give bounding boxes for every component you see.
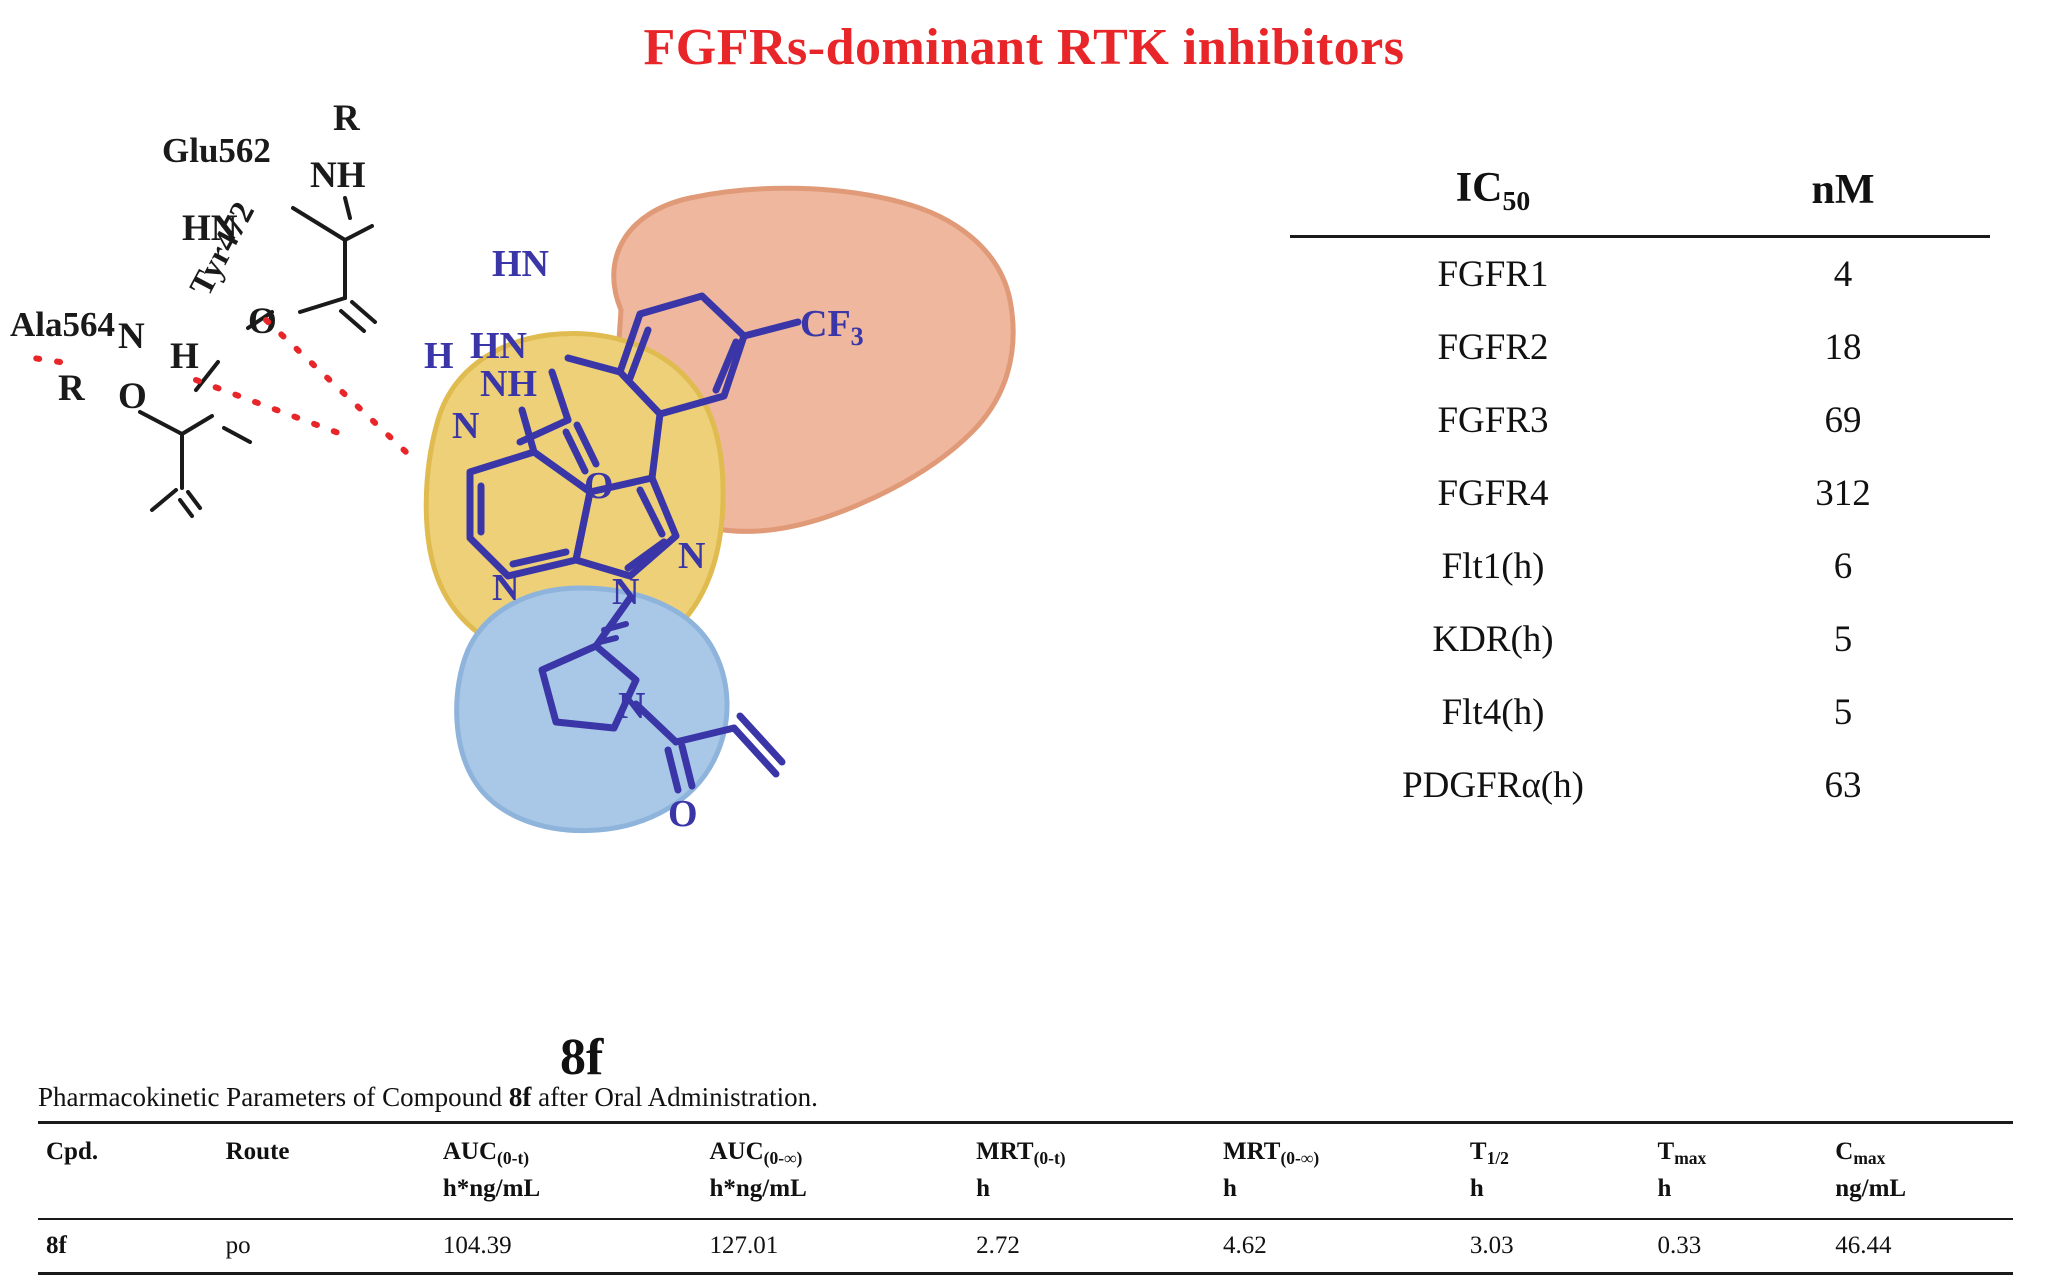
- ic50-header-param-sub: 50: [1502, 184, 1531, 216]
- pk-header-row: Cpd. Route AUC(0-t) h*ng/mL AUC(0-∞) h*n…: [38, 1122, 2013, 1219]
- pk-cell-t-max: 0.33: [1657, 1231, 1702, 1259]
- table-row: PDGFRα(h) 63: [1290, 749, 1990, 822]
- ic50-analyte: FGFR3: [1437, 399, 1549, 441]
- compound-label: 8f: [560, 1029, 604, 1086]
- atom-label-N-pyrrolidine: N: [618, 685, 645, 727]
- pk-header-auc-0inf: AUC(0-∞) h*ng/mL: [709, 1138, 807, 1203]
- table-row: 8f po 104.39 127.01 2.72 4.62 3.03 0.33 …: [38, 1219, 2013, 1274]
- pk-header-route: Route: [225, 1138, 290, 1165]
- table-row: FGFR1 4: [1290, 236, 1990, 311]
- page-title: FGFRs-dominant RTK inhibitors: [643, 19, 1405, 76]
- ic50-value: 5: [1833, 618, 1853, 660]
- table-row: FGFR3 69: [1290, 384, 1990, 457]
- ic50-analyte: Flt4(h): [1441, 691, 1545, 733]
- hydrogen-bonds: [17, 317, 409, 455]
- pk-cell-auc-0inf: 127.01: [709, 1231, 779, 1259]
- atom-label-O-acryloyl: O: [668, 793, 698, 835]
- ic50-header-param: IC50: [1455, 165, 1531, 216]
- atom-label-H-ala: H: [170, 336, 199, 377]
- ligand-atom-labels: H NH N N N N HN HN O CF3 N O: [424, 243, 864, 835]
- ic50-table-body: FGFR1 4 FGFR2 18 FGFR3 69 FGFR4 312 Flt1…: [1290, 236, 1990, 822]
- atom-label-NH-ligand: NH: [480, 363, 537, 405]
- residue-label-glu562: Glu562: [162, 131, 271, 170]
- pk-caption-compound: 8f: [508, 1082, 532, 1112]
- ic50-value: 5: [1833, 691, 1853, 733]
- ligand-skeleton: [466, 292, 802, 794]
- atom-label-R-ala: R: [58, 368, 86, 409]
- ic50-value: 18: [1824, 326, 1862, 368]
- pk-cell-auc-0t: 104.39: [442, 1231, 512, 1259]
- pocket-regions: [423, 185, 1016, 834]
- ic50-value: 6: [1833, 545, 1853, 587]
- pk-header-mrt-0t: MRT(0-t) h: [976, 1138, 1066, 1203]
- pk-header-mrt-0inf: MRT(0-∞) h: [1223, 1138, 1320, 1203]
- ic50-analyte: FGFR2: [1437, 326, 1549, 368]
- residue-atom-labels: R NH O HN N H R O: [58, 98, 366, 417]
- pocket-blue-region: [454, 585, 730, 834]
- residue-label-ala564: Ala564: [10, 305, 115, 344]
- pk-cell-mrt-0t: 2.72: [976, 1231, 1020, 1259]
- table-row: KDR(h) 5: [1290, 603, 1990, 676]
- atom-label-N1-pyrazole: N: [612, 571, 639, 613]
- pk-caption-pre: Pharmacokinetic Parameters of Compound: [38, 1082, 509, 1112]
- pk-cell-cpd: 8f: [46, 1231, 67, 1259]
- ic50-table: IC50 nM FGFR1 4 FGFR2 18 FGFR3 69 FGFR4 …: [1290, 160, 1990, 822]
- ic50-value: 312: [1815, 472, 1871, 514]
- ic50-analyte: KDR(h): [1432, 618, 1554, 660]
- ic50-analyte: Flt1(h): [1441, 545, 1545, 587]
- pk-header-c-max: Cmax ng/mL: [1835, 1138, 1907, 1203]
- atom-label-O-glu: O: [248, 301, 277, 342]
- pk-cell-route: po: [225, 1231, 251, 1259]
- pk-caption-post: after Oral Administration.: [531, 1082, 818, 1112]
- atom-label-N1-pyrimidine: N: [492, 567, 519, 609]
- table-row: FGFR2 18: [1290, 311, 1990, 384]
- pk-header-t-half: T1/2 h: [1469, 1138, 1509, 1203]
- ic50-analyte: PDGFRα(h): [1402, 764, 1584, 806]
- table-row: FGFR4 312: [1290, 457, 1990, 530]
- pk-header-cpd: Cpd.: [46, 1138, 99, 1165]
- ic50-header-unit: nM: [1811, 167, 1875, 214]
- pharmacokinetics-block: Pharmacokinetic Parameters of Compound 8…: [38, 1082, 2013, 1275]
- pk-cell-t-half: 3.03: [1469, 1231, 1514, 1259]
- ic50-value: 4: [1833, 253, 1853, 295]
- pocket-yellow-region: [423, 331, 726, 667]
- ic50-header-row: IC50 nM: [1290, 160, 1990, 237]
- binding-mode-diagram: Glu562 Tyr472 Ala564 R NH O HN N H R O: [0, 90, 1240, 1086]
- atom-label-HN-urea-aryl: HN: [492, 243, 549, 285]
- pk-table-caption: Pharmacokinetic Parameters of Compound 8…: [38, 1082, 2013, 1113]
- ic50-value: 63: [1824, 764, 1862, 806]
- atom-label-HN-tyr: HN: [182, 208, 238, 249]
- table-row: Flt1(h) 6: [1290, 530, 1990, 603]
- hbond-secondary: [17, 353, 63, 365]
- ic50-value: 69: [1824, 399, 1862, 441]
- atom-label-N3-pyrimidine: N: [452, 405, 479, 447]
- pk-cell-c-max: 46.44: [1835, 1231, 1892, 1259]
- atom-label-O-urea: O: [584, 465, 614, 507]
- pk-cell-mrt-0inf: 4.62: [1223, 1231, 1267, 1259]
- atom-label-N-ala: N: [118, 316, 145, 357]
- pk-header-t-max: Tmax h: [1657, 1138, 1707, 1203]
- pk-header-auc-0t: AUC(0-t) h*ng/mL: [442, 1138, 541, 1203]
- ic50-analyte: FGFR4: [1437, 472, 1549, 514]
- ic50-analyte: FGFR1: [1437, 253, 1549, 295]
- atom-label-H-ligand: H: [424, 335, 454, 377]
- atom-label-NH-glu: NH: [310, 155, 366, 196]
- pk-table: Cpd. Route AUC(0-t) h*ng/mL AUC(0-∞) h*n…: [38, 1121, 2013, 1275]
- residue-skeletons: [138, 196, 377, 518]
- table-row: Flt4(h) 5: [1290, 676, 1990, 749]
- atom-label-O-ala: O: [118, 376, 147, 417]
- hbond-NH-to-ring-N: [193, 377, 355, 441]
- atom-label-R-glu: R: [333, 98, 361, 139]
- atom-label-HN-urea-core: HN: [470, 325, 527, 367]
- atom-label-N2-pyrazole: N: [678, 535, 705, 577]
- binding-mode-svg: Glu562 Tyr472 Ala564 R NH O HN N H R O: [10, 98, 1016, 835]
